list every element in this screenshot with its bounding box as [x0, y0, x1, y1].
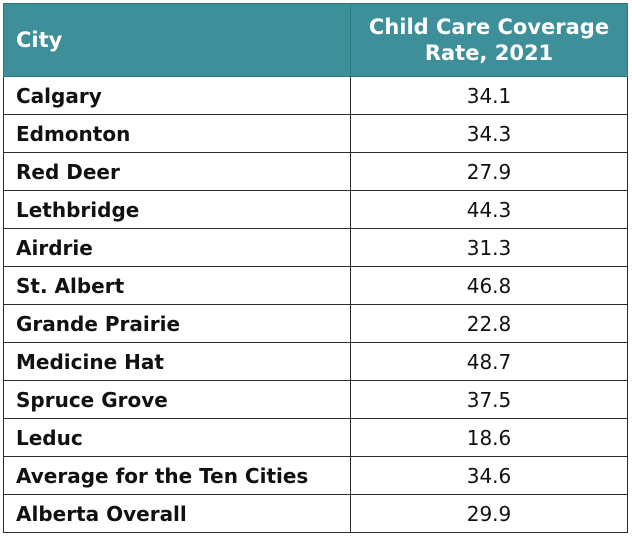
- rate-cell: 34.1: [350, 76, 628, 115]
- rate-header-line-2: Rate, 2021: [424, 41, 554, 65]
- rate-cell: 18.6: [350, 418, 628, 457]
- rate-cell: 34.3: [350, 114, 628, 153]
- city-cell: Leduc: [3, 418, 351, 457]
- city-cell: Grande Prairie: [3, 304, 351, 343]
- table-row: Lethbridge 44.3: [3, 190, 628, 229]
- table-row: Grande Prairie 22.8: [3, 304, 628, 343]
- rate-cell: 48.7: [350, 342, 628, 381]
- header-row: City Child Care Coverage Rate, 2021: [3, 3, 628, 77]
- city-cell: Calgary: [3, 76, 351, 115]
- city-column-header: City: [3, 3, 351, 77]
- city-cell: Medicine Hat: [3, 342, 351, 381]
- table-row: St. Albert 46.8: [3, 266, 628, 305]
- table-row: Edmonton 34.3: [3, 114, 628, 153]
- city-cell: Spruce Grove: [3, 380, 351, 419]
- table-row: Medicine Hat 48.7: [3, 342, 628, 381]
- city-cell: Lethbridge: [3, 190, 351, 229]
- table-row: Calgary 34.1: [3, 76, 628, 115]
- rate-column-header: Child Care Coverage Rate, 2021: [350, 3, 628, 77]
- rate-cell: 37.5: [350, 380, 628, 419]
- table-row: Alberta Overall 29.9: [3, 494, 628, 533]
- city-cell: Airdrie: [3, 228, 351, 267]
- rate-cell: 29.9: [350, 494, 628, 533]
- rate-cell: 44.3: [350, 190, 628, 229]
- table-row: Leduc 18.6: [3, 418, 628, 457]
- table-row: Average for the Ten Cities 34.6: [3, 456, 628, 495]
- city-cell: St. Albert: [3, 266, 351, 305]
- child-care-coverage-table: City Child Care Coverage Rate, 2021 Calg…: [3, 3, 628, 533]
- city-cell: Average for the Ten Cities: [3, 456, 351, 495]
- rate-cell: 34.6: [350, 456, 628, 495]
- coverage-table-container: City Child Care Coverage Rate, 2021 Calg…: [3, 3, 628, 533]
- city-cell: Red Deer: [3, 152, 351, 191]
- rate-cell: 27.9: [350, 152, 628, 191]
- city-cell: Alberta Overall: [3, 494, 351, 533]
- table-header: City Child Care Coverage Rate, 2021: [3, 3, 628, 77]
- city-cell: Edmonton: [3, 114, 351, 153]
- rate-cell: 22.8: [350, 304, 628, 343]
- table-row: Red Deer 27.9: [3, 152, 628, 191]
- table-row: Airdrie 31.3: [3, 228, 628, 267]
- rate-cell: 31.3: [350, 228, 628, 267]
- table-body: Calgary 34.1 Edmonton 34.3 Red Deer 27.9…: [3, 76, 628, 533]
- rate-cell: 46.8: [350, 266, 628, 305]
- rate-header-line-1: Child Care Coverage: [368, 15, 610, 39]
- table-row: Spruce Grove 37.5: [3, 380, 628, 419]
